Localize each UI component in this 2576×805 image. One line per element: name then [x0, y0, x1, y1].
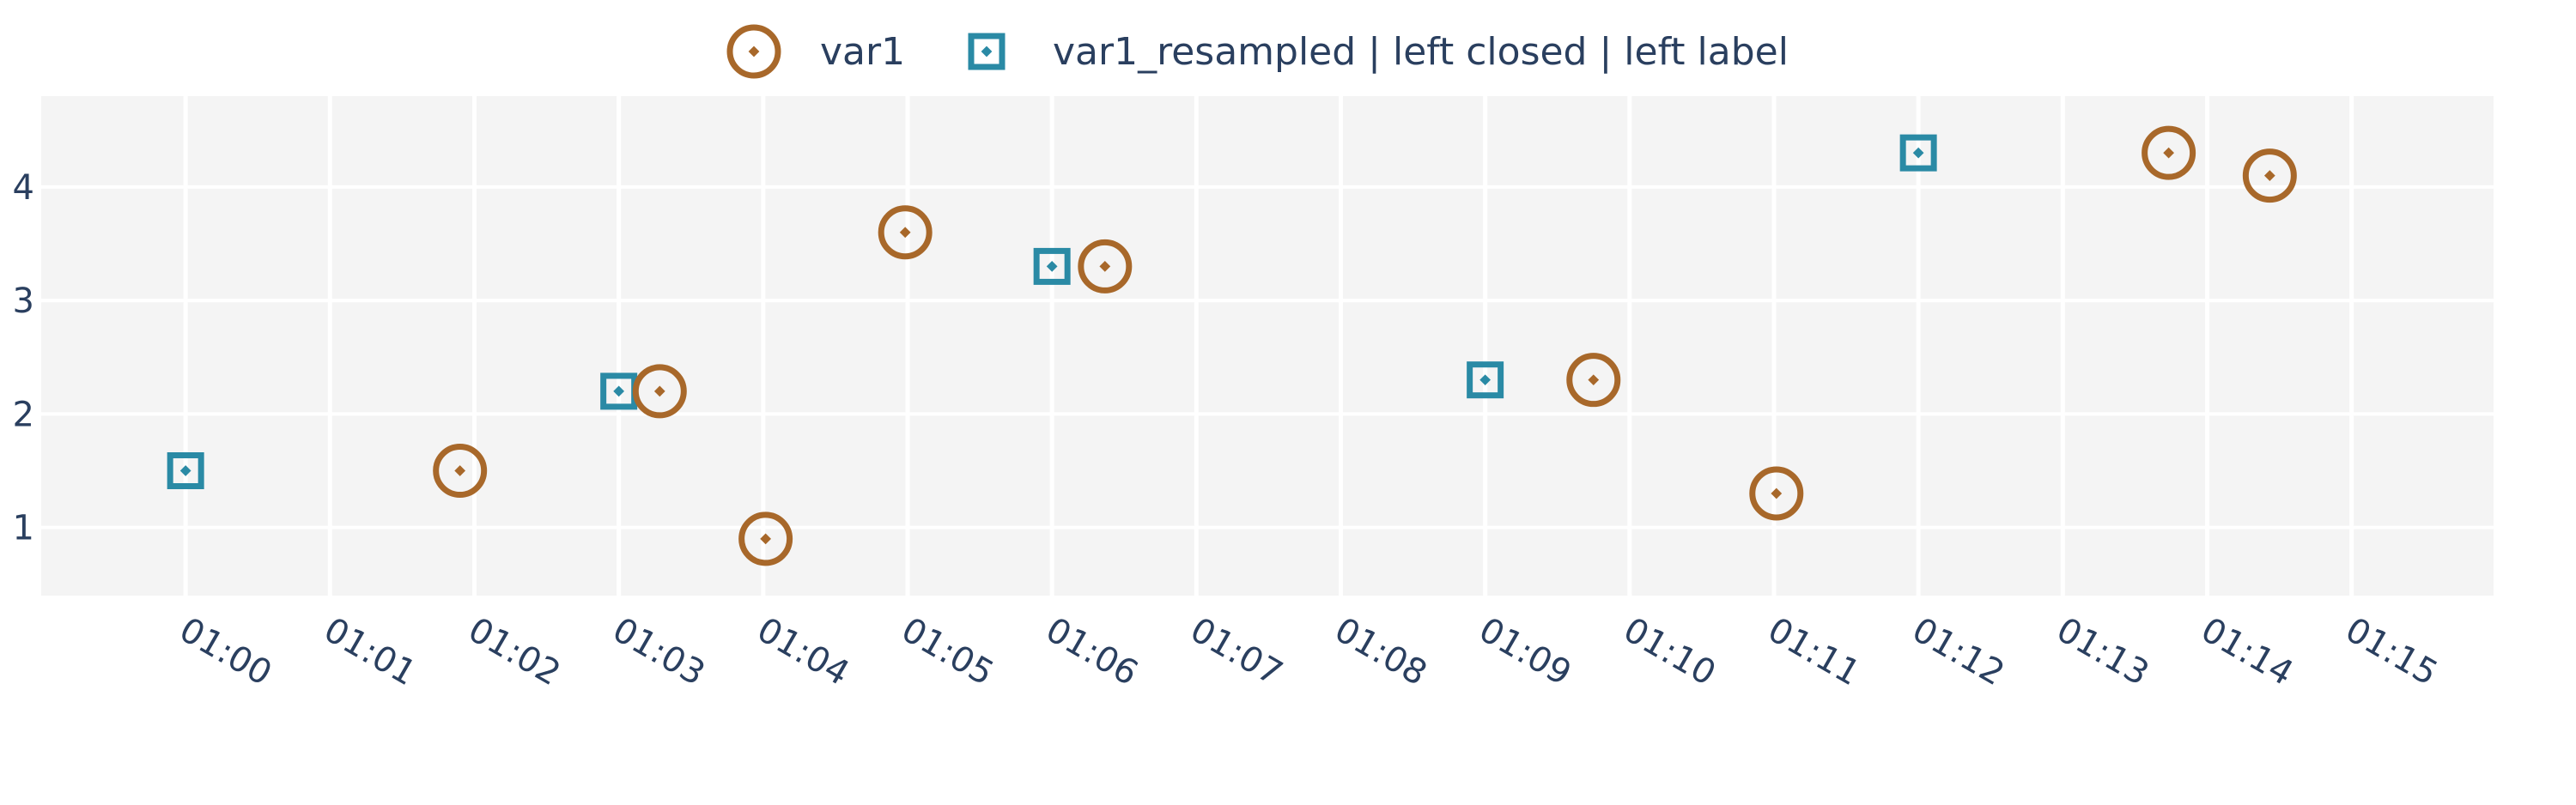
legend-marker-var1 [726, 24, 781, 79]
x-gridlines [183, 96, 2354, 596]
data-point [1899, 134, 1937, 172]
x-tick-label: 01:15 [2339, 610, 2445, 693]
x-tick-label: 01:11 [1761, 610, 1867, 693]
y-tick-label: 3 [13, 281, 34, 321]
x-tick-label: 01:05 [895, 610, 1000, 693]
y-axis-ticks: 1 2 3 4 [13, 168, 34, 548]
data-point [2142, 125, 2196, 180]
x-tick-label: 01:14 [2194, 610, 2300, 693]
y-tick-label: 4 [13, 168, 34, 208]
x-tick-label: 01:01 [317, 610, 422, 693]
legend-symbol [968, 33, 1005, 70]
x-tick-label: 01:03 [606, 610, 712, 693]
x-tick-label: 01:13 [2050, 610, 2155, 693]
x-tick-label: 01:09 [1473, 610, 1578, 693]
y-tick-label: 2 [13, 395, 34, 434]
x-tick-label: 01:02 [461, 610, 567, 693]
x-tick-label: 01:04 [750, 610, 856, 693]
x-tick-label: 01:07 [1183, 610, 1289, 693]
x-tick-label: 01:08 [1327, 610, 1433, 693]
legend-item-var1[interactable]: var1 [726, 24, 905, 79]
plot-area [41, 96, 2494, 596]
legend-item-var1-resampled[interactable]: var1_resampled | left closed | left labe… [968, 30, 1789, 74]
y-tick-label: 1 [13, 509, 34, 548]
x-tick-label: 01:06 [1039, 610, 1145, 693]
legend-label-var1-resampled: var1_resampled | left closed | left labe… [1053, 30, 1789, 74]
y-gridlines [41, 185, 2494, 530]
x-tick-label: 01:10 [1617, 610, 1722, 693]
legend-label-var1: var1 [820, 30, 905, 74]
x-axis-ticks: 01:00 01:01 01:02 01:03 01:04 01:05 01:06 01:07… [173, 610, 2444, 693]
legend-symbol [726, 24, 781, 79]
data-point [1749, 466, 1804, 521]
legend-marker-var1-resampled [968, 33, 1005, 70]
x-tick-label: 01:12 [1905, 610, 2011, 693]
data-point [2242, 148, 2297, 203]
legend[interactable]: var1 var1_resampled | left closed | left… [726, 24, 1789, 79]
x-tick-label: 01:00 [173, 610, 278, 693]
